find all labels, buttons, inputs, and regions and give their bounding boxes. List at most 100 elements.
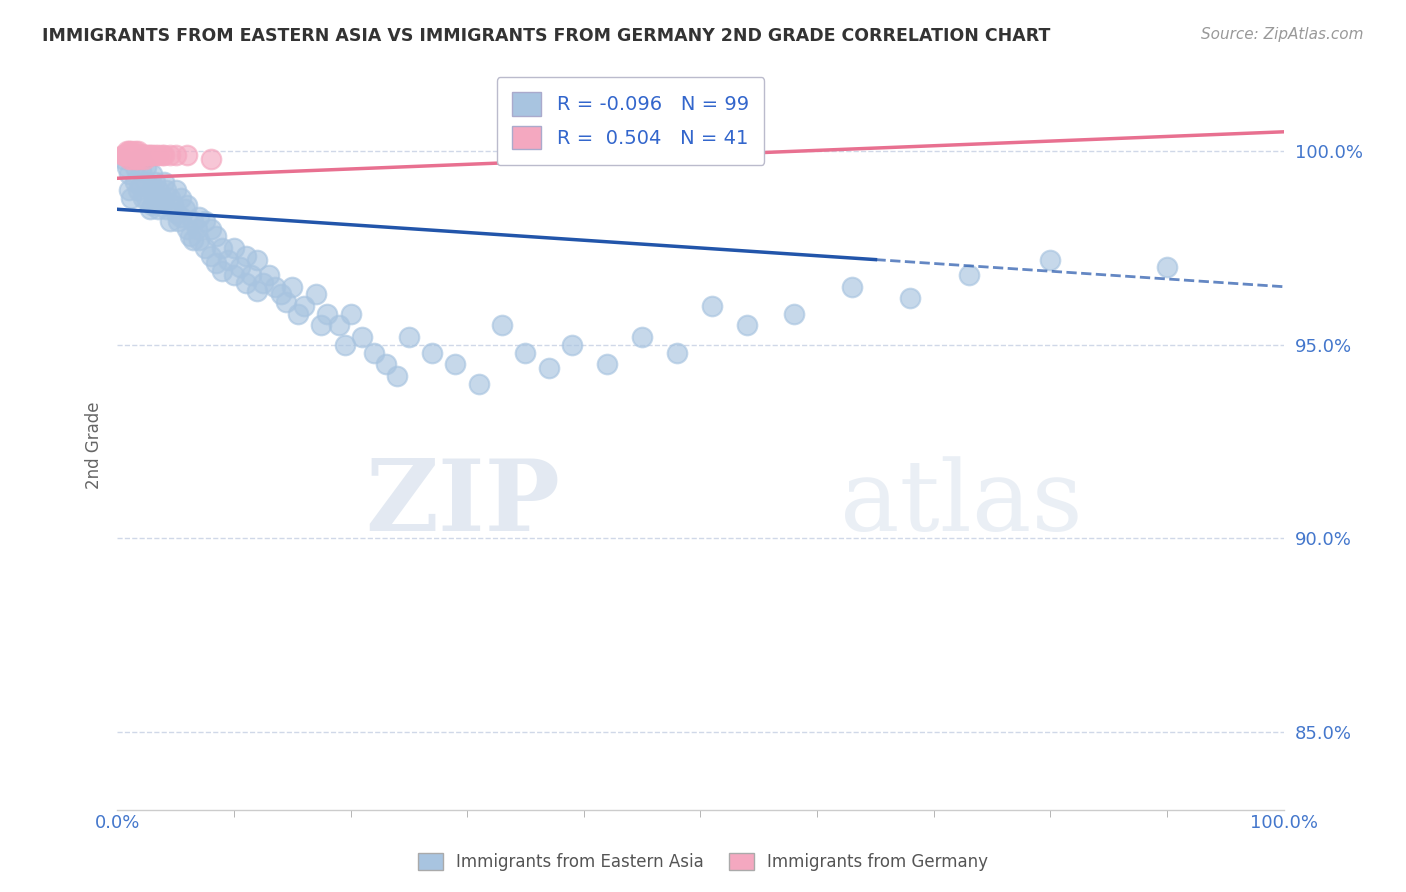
Point: [155, 183, 177, 197]
Point: [136, 148, 159, 162]
Point: [187, 210, 209, 224]
Point: [129, 179, 152, 194]
Point: [150, 148, 173, 162]
Point: [111, 152, 134, 166]
Point: [129, 152, 152, 166]
Point: [135, 148, 157, 162]
Point: [222, 268, 245, 282]
Point: [162, 198, 184, 212]
Point: [561, 338, 583, 352]
Point: [270, 287, 292, 301]
Point: [146, 183, 169, 197]
Legend: Immigrants from Eastern Asia, Immigrants from Germany: Immigrants from Eastern Asia, Immigrants…: [409, 845, 997, 880]
Point: [444, 357, 467, 371]
Point: [125, 148, 148, 162]
Point: [181, 214, 204, 228]
Point: [117, 148, 139, 162]
Point: [200, 221, 222, 235]
Point: [118, 148, 141, 162]
Point: [121, 152, 143, 166]
Point: [666, 345, 689, 359]
Point: [135, 175, 157, 189]
Point: [141, 183, 163, 197]
Point: [153, 194, 176, 209]
Point: [165, 183, 187, 197]
Point: [200, 249, 222, 263]
Point: [125, 148, 148, 162]
Point: [127, 183, 149, 197]
Point: [132, 148, 155, 162]
Point: [287, 307, 309, 321]
Point: [115, 148, 138, 162]
Point: [491, 318, 513, 333]
Point: [118, 152, 141, 166]
Point: [141, 168, 163, 182]
Point: [205, 229, 228, 244]
Point: [115, 160, 138, 174]
Point: [228, 260, 250, 275]
Point: [121, 148, 143, 162]
Point: [143, 148, 166, 162]
Point: [150, 191, 173, 205]
Point: [385, 368, 408, 383]
Point: [170, 210, 193, 224]
Point: [316, 307, 339, 321]
Point: [783, 307, 806, 321]
Point: [176, 221, 198, 235]
Point: [120, 148, 142, 162]
Point: [131, 148, 153, 162]
Point: [132, 191, 155, 205]
Point: [129, 152, 152, 166]
Point: [124, 160, 146, 174]
Point: [124, 148, 146, 162]
Point: [735, 318, 758, 333]
Point: [841, 279, 863, 293]
Point: [155, 202, 177, 217]
Point: [127, 144, 149, 158]
Point: [420, 345, 443, 359]
Point: [118, 168, 141, 182]
Point: [181, 233, 204, 247]
Point: [339, 307, 361, 321]
Point: [235, 249, 257, 263]
Point: [146, 148, 169, 162]
Point: [252, 276, 274, 290]
Point: [146, 202, 169, 217]
Point: [159, 214, 181, 228]
Point: [114, 148, 136, 162]
Point: [900, 291, 922, 305]
Point: [129, 148, 152, 162]
Point: [143, 191, 166, 205]
Point: [263, 279, 285, 293]
Legend: R = -0.096   N = 99, R =  0.504   N = 41: R = -0.096 N = 99, R = 0.504 N = 41: [496, 77, 765, 165]
Point: [468, 376, 491, 391]
Point: [135, 191, 157, 205]
Point: [132, 148, 155, 162]
Point: [170, 191, 193, 205]
Point: [124, 175, 146, 189]
Text: Source: ZipAtlas.com: Source: ZipAtlas.com: [1201, 27, 1364, 42]
Point: [176, 198, 198, 212]
Point: [276, 295, 298, 310]
Y-axis label: 2nd Grade: 2nd Grade: [86, 401, 103, 489]
Point: [165, 148, 187, 162]
Point: [122, 148, 145, 162]
Point: [596, 357, 619, 371]
Point: [200, 152, 222, 166]
Point: [153, 175, 176, 189]
Point: [194, 214, 217, 228]
Point: [374, 357, 396, 371]
Point: [118, 183, 141, 197]
Point: [127, 148, 149, 162]
Point: [124, 144, 146, 158]
Point: [176, 148, 198, 162]
Point: [515, 345, 537, 359]
Point: [217, 252, 239, 267]
Point: [143, 175, 166, 189]
Point: [702, 299, 724, 313]
Point: [139, 202, 162, 217]
Point: [112, 148, 135, 162]
Point: [141, 198, 163, 212]
Text: atlas: atlas: [841, 456, 1083, 551]
Point: [125, 152, 148, 166]
